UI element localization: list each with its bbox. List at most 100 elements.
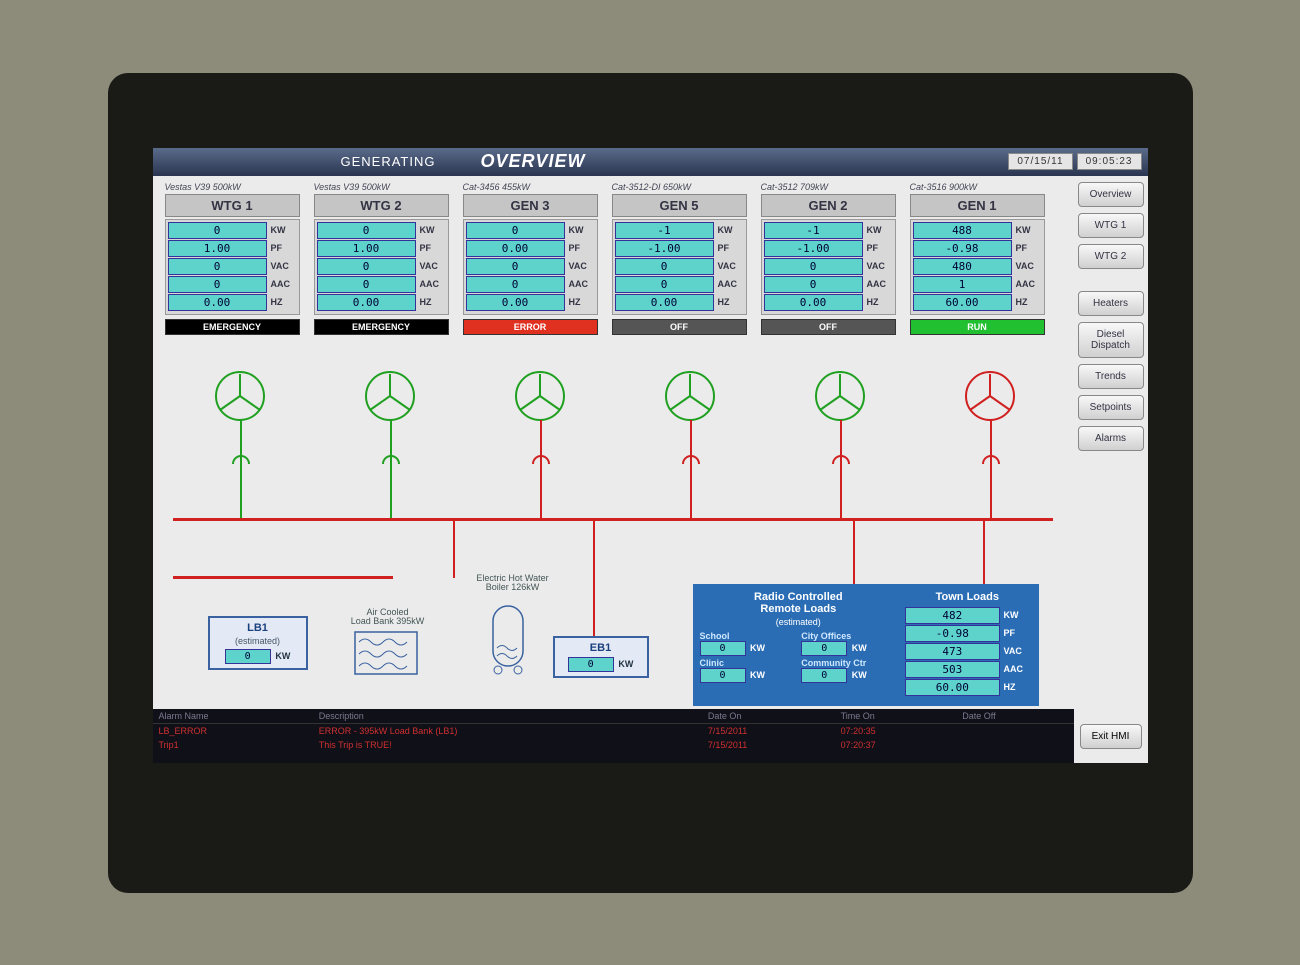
drop-line — [593, 518, 595, 636]
remote-load-item: Community Ctr 0 KW — [801, 658, 897, 683]
nav-wtg2[interactable]: WTG 2 — [1078, 244, 1144, 269]
nav-setpoints[interactable]: Setpoints — [1078, 395, 1144, 420]
nav-alarms[interactable]: Alarms — [1078, 426, 1144, 451]
main-bus — [173, 518, 1053, 521]
gen-title: GEN 1 — [910, 194, 1045, 217]
gen-readouts: 0KW 1.00PF 0VAC 0AAC 0.00HZ — [165, 219, 300, 315]
lb1-block: LB1 (estimated) 0 KW — [208, 616, 308, 670]
exit-hmi-button[interactable]: Exit HMI — [1080, 724, 1142, 749]
gen-readouts: 0KW 1.00PF 0VAC 0AAC 0.00HZ — [314, 219, 449, 315]
lb1-sub: (estimated) — [214, 636, 302, 646]
nav-diesel-dispatch[interactable]: Diesel Dispatch — [1078, 322, 1144, 358]
generator-panel: Cat-3512-DI 650kW GEN 5 -1KW -1.00PF 0VA… — [612, 182, 747, 335]
turbine-icon — [810, 366, 870, 426]
time-display: 09:05:23 — [1077, 153, 1142, 170]
gen-aac: 0 — [764, 276, 863, 293]
town-kw: 482 — [905, 607, 999, 624]
town-readouts: 482KW -0.98PF 473VAC 503AAC 60.00HZ — [903, 605, 1031, 699]
gen-status: EMERGENCY — [165, 319, 300, 335]
gen-status: EMERGENCY — [314, 319, 449, 335]
gen-readouts: 488KW -0.98PF 480VAC 1AAC 60.00HZ — [910, 219, 1045, 315]
generator-panel: Cat-3512 709kW GEN 2 -1KW -1.00PF 0VAC 0… — [761, 182, 896, 335]
town-hz: 60.00 — [905, 679, 999, 696]
loadbank-icon — [351, 628, 421, 678]
gen-kw: 0 — [466, 222, 565, 239]
generator-panel: Vestas V39 500kW WTG 2 0KW 1.00PF 0VAC 0… — [314, 182, 449, 335]
hmi-screen: GENERATING OVERVIEW 07/15/11 09:05:23 Ov… — [153, 148, 1148, 763]
gen-kw: 488 — [913, 222, 1012, 239]
remote-load-value: 0 — [700, 668, 746, 683]
gen-aac: 0 — [466, 276, 565, 293]
gen-vac: 0 — [615, 258, 714, 275]
gen-vac: 0 — [466, 258, 565, 275]
breaker-icon — [531, 446, 551, 466]
gen-kw: -1 — [764, 222, 863, 239]
gen-pf: 1.00 — [168, 240, 267, 257]
gen-kw: 0 — [168, 222, 267, 239]
gen-hz: 0.00 — [615, 294, 714, 311]
eb1-unit: KW — [618, 659, 633, 669]
datetime: 07/15/11 09:05:23 — [1008, 153, 1141, 170]
breaker-icon — [231, 446, 251, 466]
gen-pf: 0.00 — [466, 240, 565, 257]
gen-aac: 0 — [615, 276, 714, 293]
remote-loads-title: Radio ControlledRemote Loads — [700, 591, 898, 615]
breaker-icon — [981, 446, 1001, 466]
gen-hz: 0.00 — [764, 294, 863, 311]
alarm-col-header: Date On — [702, 709, 835, 724]
turbine-icon — [360, 366, 420, 426]
nav-heaters[interactable]: Heaters — [1078, 291, 1144, 316]
lb1-title: LB1 — [214, 622, 302, 634]
gen-kw: 0 — [317, 222, 416, 239]
date-display: 07/15/11 — [1008, 153, 1072, 170]
gen-title: GEN 2 — [761, 194, 896, 217]
gen-vac: 0 — [317, 258, 416, 275]
mode-label: GENERATING — [341, 154, 436, 169]
gen-subtitle: Vestas V39 500kW — [314, 182, 449, 192]
gen-status: OFF — [612, 319, 747, 335]
gen-drop-line — [840, 420, 842, 520]
monitor-bezel: GENERATING OVERVIEW 07/15/11 09:05:23 Ov… — [108, 73, 1193, 893]
gen-subtitle: Cat-3512 709kW — [761, 182, 896, 192]
remote-load-item: School 0 KW — [700, 631, 796, 656]
gen-hz: 0.00 — [466, 294, 565, 311]
gen-title: WTG 1 — [165, 194, 300, 217]
gen-aac: 0 — [168, 276, 267, 293]
alarm-table: Alarm NameDescriptionDate OnTime OnDate … — [153, 709, 1074, 763]
gen-subtitle: Cat-3456 455kW — [463, 182, 598, 192]
loads-panel: Radio ControlledRemote Loads (estimated)… — [693, 584, 1039, 706]
drop-line — [453, 518, 455, 578]
town-aac: 503 — [905, 661, 999, 678]
gen-subtitle: Vestas V39 500kW — [165, 182, 300, 192]
gen-readouts: -1KW -1.00PF 0VAC 0AAC 0.00HZ — [612, 219, 747, 315]
remote-load-value: 0 — [801, 668, 847, 683]
page-title: OVERVIEW — [481, 151, 586, 172]
gen-drop-line — [390, 420, 392, 520]
gen-status: OFF — [761, 319, 896, 335]
gen-hz: 60.00 — [913, 294, 1012, 311]
gen-drop-line — [240, 420, 242, 520]
nav-wtg1[interactable]: WTG 1 — [1078, 213, 1144, 238]
gen-aac: 1 — [913, 276, 1012, 293]
alarm-row[interactable]: Trip1This Trip is TRUE!7/15/201107:20:37 — [153, 738, 1074, 752]
gen-title: GEN 3 — [463, 194, 598, 217]
alarm-row[interactable]: LB_ERRORERROR - 395kW Load Bank (LB1)7/1… — [153, 723, 1074, 738]
town-vac: 473 — [905, 643, 999, 660]
remote-load-value: 0 — [801, 641, 847, 656]
alarm-col-header: Time On — [835, 709, 957, 724]
gen-hz: 0.00 — [168, 294, 267, 311]
nav-trends[interactable]: Trends — [1078, 364, 1144, 389]
gen-aac: 0 — [317, 276, 416, 293]
drop-line — [983, 518, 985, 584]
gen-pf: -1.00 — [764, 240, 863, 257]
alarm-col-header: Alarm Name — [153, 709, 313, 724]
eb1-title: EB1 — [559, 642, 643, 654]
lower-bus — [173, 576, 393, 579]
lb1-unit: KW — [275, 651, 290, 661]
gen-pf: 1.00 — [317, 240, 416, 257]
turbine-icon — [510, 366, 570, 426]
lb1-value: 0 — [225, 649, 271, 664]
alarm-col-header: Description — [313, 709, 702, 724]
nav-overview[interactable]: Overview — [1078, 182, 1144, 207]
generator-panel: Vestas V39 500kW WTG 1 0KW 1.00PF 0VAC 0… — [165, 182, 300, 335]
